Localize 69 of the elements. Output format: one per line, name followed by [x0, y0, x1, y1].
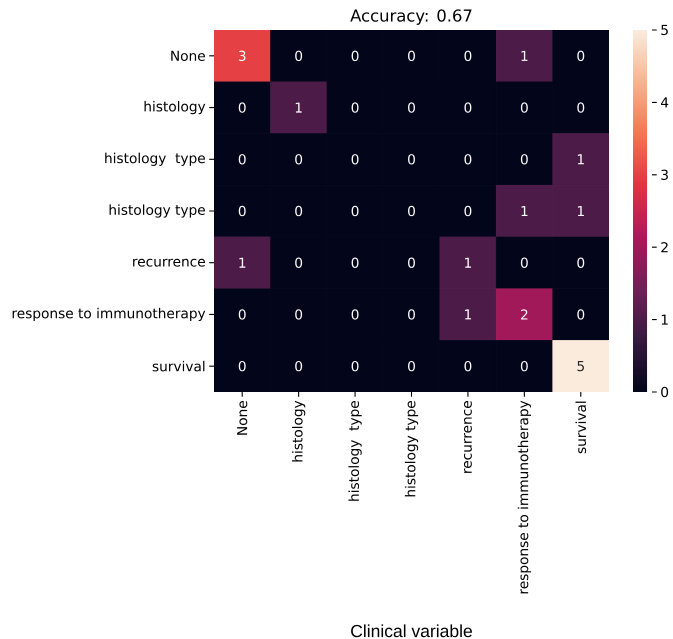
data-label: 0 [238, 360, 246, 372]
data-label: 0 [352, 102, 359, 113]
y-tick-label: histology [144, 100, 206, 114]
data-label: 5 [577, 361, 584, 372]
color-bar-label: 5 [661, 24, 668, 36]
data-label: 1 [296, 102, 302, 113]
data-label: 0 [408, 309, 415, 320]
data-label: 2 [521, 309, 528, 320]
data-label: 0 [295, 360, 302, 372]
color-bar-label: 3 [661, 170, 668, 180]
data-label: 0 [352, 154, 359, 164]
data-label: 0 [238, 309, 246, 320]
x-tick-label: histology [292, 400, 306, 462]
color-bar-label: 0 [661, 386, 668, 398]
color-bar-label: 4 [660, 97, 668, 108]
data-label: 0 [464, 102, 472, 113]
data-label: 1 [578, 206, 584, 216]
y-tick-label: survival [152, 360, 204, 372]
data-label: 1 [465, 309, 472, 320]
data-label: 0 [408, 360, 415, 372]
data-label: 3 [238, 50, 246, 62]
data-label: 0 [352, 258, 359, 268]
data-label: 0 [464, 154, 472, 164]
data-label: 0 [295, 258, 302, 268]
x-tick-label: survival [575, 402, 586, 454]
data-label: 0 [520, 102, 528, 113]
x-axis-title: Clinical variable [351, 624, 472, 638]
data-label: 0 [577, 102, 584, 113]
data-label: 1 [239, 258, 246, 268]
y-tick-label: None [171, 50, 205, 61]
data-label: 0 [408, 154, 415, 164]
data-label: 1 [522, 50, 528, 61]
color-bar-label: 2 [661, 242, 668, 252]
data-label: 0 [352, 206, 359, 216]
chart-title: Accuracy: 0.67 [350, 9, 472, 25]
data-label: 0 [464, 360, 472, 372]
y-tick-label: histology type [110, 204, 205, 218]
x-tick-label: recurrence [464, 401, 472, 473]
data-label: 0 [295, 206, 302, 216]
data-label: 0 [352, 360, 359, 372]
data-label: 1 [578, 154, 584, 164]
data-label: 0 [295, 154, 302, 164]
data-label: 1 [465, 258, 472, 268]
data-label: 0 [577, 309, 584, 320]
y-tick-label: histology type [105, 152, 205, 166]
data-label: 1 [522, 206, 528, 216]
data-label: 0 [352, 309, 359, 320]
data-label: 0 [520, 258, 528, 268]
data-label: 0 [520, 154, 528, 164]
data-label: 0 [238, 102, 246, 113]
y-tick-label: recurrence [133, 258, 205, 267]
x-tick-label: None [237, 401, 248, 435]
data-label: 0 [352, 50, 359, 62]
data-label: 0 [577, 258, 584, 268]
y-tick-label: response to immunotherapy [12, 308, 206, 322]
data-label: 0 [408, 206, 415, 216]
x-tick-label: histology type [404, 401, 418, 496]
x-tick-label: response to immunotherapy [518, 400, 531, 594]
data-label: 0 [295, 309, 302, 320]
data-label: 0 [408, 258, 415, 268]
data-label: 0 [408, 102, 415, 113]
data-label: 0 [577, 50, 584, 62]
data-label: 0 [295, 50, 302, 62]
data-label: 0 [238, 154, 246, 164]
color-bar-label: 1 [662, 314, 668, 325]
data-label: 0 [238, 206, 246, 216]
x-tick-label: histology type [348, 401, 362, 501]
data-label: 0 [408, 50, 415, 62]
data-label: 0 [464, 206, 472, 216]
